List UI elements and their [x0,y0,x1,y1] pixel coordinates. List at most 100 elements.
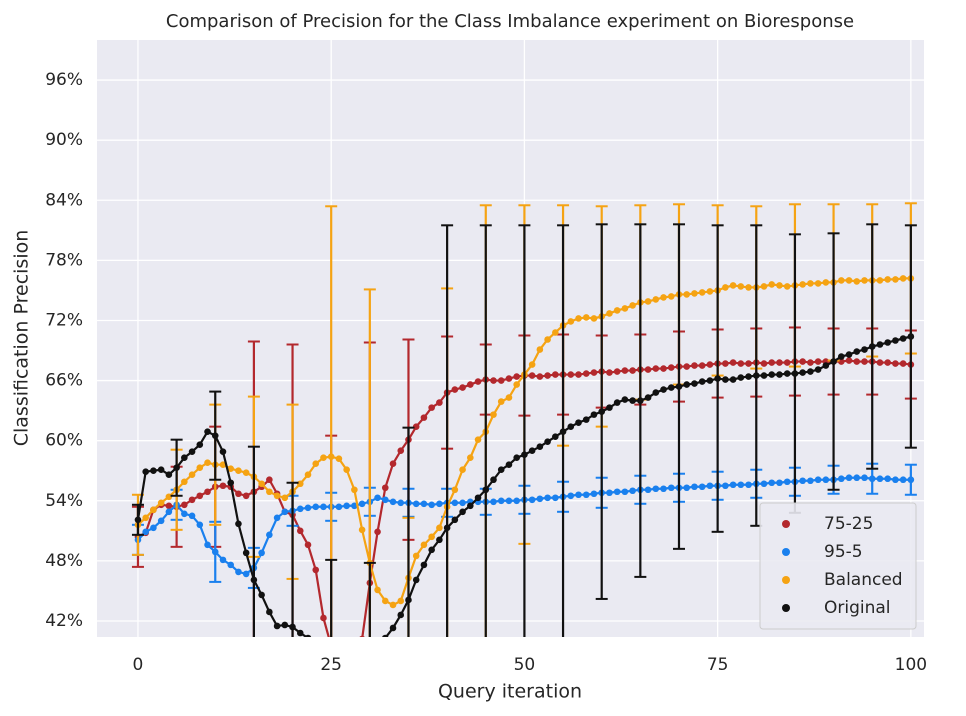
data-point [722,482,729,490]
data-point [204,459,211,467]
data-point [459,466,466,474]
data-point [528,496,536,504]
data-point [776,282,783,289]
data-point [467,502,474,510]
data-point [644,394,652,401]
data-point [211,432,219,439]
data-point [783,283,791,290]
data-point [165,493,173,501]
data-point [575,419,582,426]
y-tick-label: 72% [45,310,83,330]
data-point [381,597,389,605]
data-point [814,476,822,484]
data-point [807,280,814,287]
data-point [737,481,745,489]
data-point [219,461,227,469]
data-point [667,384,675,391]
data-point [783,478,791,486]
data-point [150,524,157,532]
data-point [799,477,806,485]
data-point [505,394,513,401]
data-point [799,358,806,365]
data-point [536,373,544,380]
data-point [552,329,559,336]
data-point [552,371,559,378]
data-point [637,397,644,404]
data-point [235,520,242,528]
data-point [807,477,814,485]
data-point [807,359,814,366]
data-point [528,361,536,368]
data-point [590,411,598,418]
data-point [266,488,273,496]
data-point [165,508,173,516]
data-point [807,368,814,375]
data-point [304,634,312,637]
data-point [567,492,575,500]
y-tick-label: 90% [45,130,83,150]
data-point [134,516,142,524]
data-point [876,341,884,348]
data-point [691,362,698,369]
data-point [582,370,590,377]
legend-box [759,502,917,630]
data-point [838,277,845,284]
legend: 75-25 95-5 Balanced Original [759,502,917,630]
data-point [459,499,466,507]
data-point [853,358,861,365]
data-point [683,291,691,298]
data-point [729,481,737,489]
data-point [884,359,891,366]
data-point [714,375,721,382]
data-point [691,380,698,387]
data-point [845,277,853,284]
data-point [899,476,907,484]
data-point [868,475,876,483]
data-point [629,302,636,309]
data-point [374,646,381,653]
data-point [242,469,250,477]
data-point [838,353,845,360]
x-tick-label: 50 [514,655,536,675]
chart-title: Comparison of Precision for the Class Im… [166,11,854,32]
data-point [768,371,776,378]
data-point [629,367,636,374]
data-point [474,436,482,443]
x-tick-label: 25 [320,655,342,675]
data-point [328,643,335,650]
data-point [598,408,606,415]
data-point [768,359,776,366]
data-point [544,336,551,343]
data-point [799,369,806,376]
data-point [683,363,691,370]
data-point [590,369,598,376]
data-point [621,367,629,374]
data-point [281,508,289,516]
data-point [892,476,899,484]
data-point [474,378,482,385]
data-point [359,668,366,675]
y-tick-label: 84% [45,190,83,210]
data-point [853,474,861,482]
data-point [660,294,667,301]
legend-marker [782,576,790,584]
data-point [490,498,497,506]
data-point [242,492,250,500]
data-point [451,486,459,494]
series [131,223,917,675]
data-point [644,298,652,305]
data-point [644,366,652,373]
y-tick-label: 66% [45,371,83,391]
data-point [830,358,837,365]
data-point [760,283,768,290]
data-point [853,278,861,285]
y-tick-label: 96% [45,70,83,90]
data-point [822,279,830,286]
data-point [899,335,907,342]
data-point [505,375,513,382]
data-point [691,290,698,297]
data-point [497,466,505,474]
data-point [428,546,435,554]
data-point [227,479,235,487]
data-point [451,499,459,507]
